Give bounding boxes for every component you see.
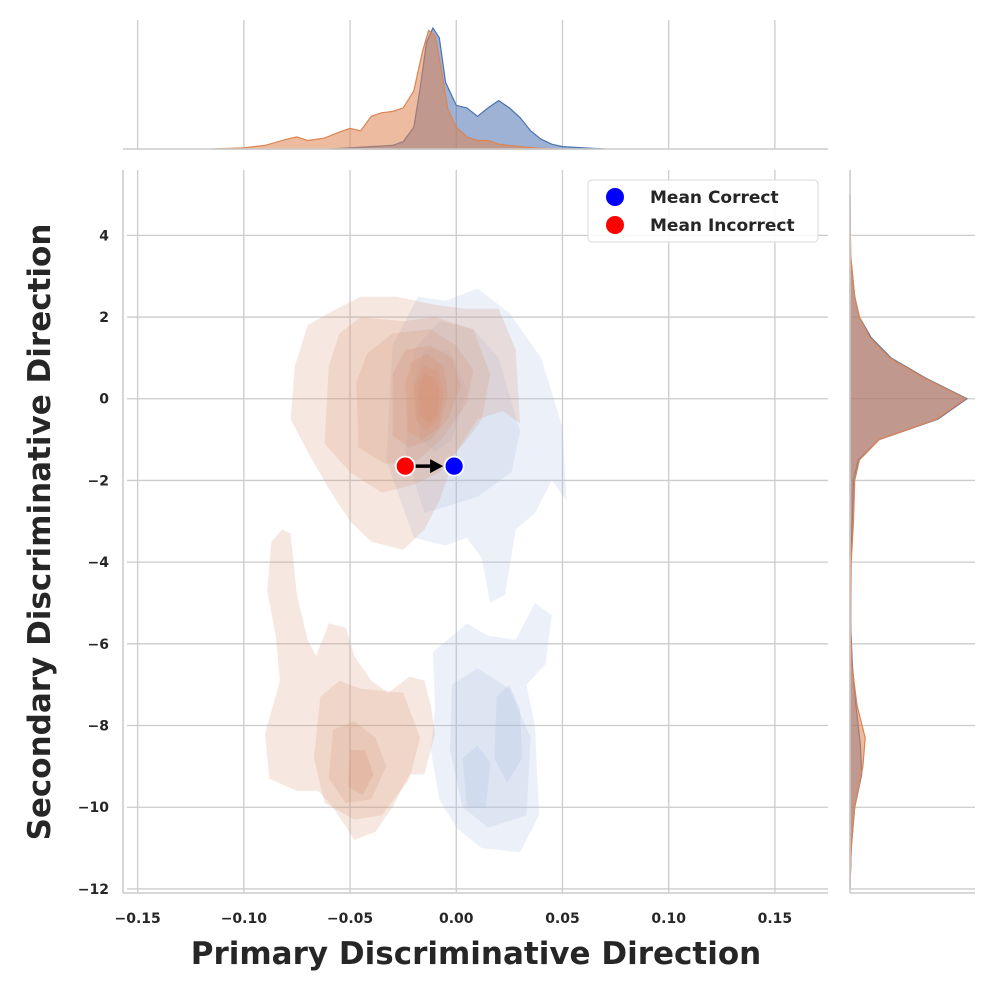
y-tick-label: −2 — [88, 473, 109, 489]
y-tick-labels: 4 2 0 −2 −4 −6 −8 −10 −12 — [78, 228, 109, 898]
x-tick-label: −0.15 — [114, 911, 160, 927]
legend-label-correct: Mean Correct — [650, 188, 779, 208]
kde-correct-level-0-region-0 — [386, 288, 567, 603]
legend-box — [587, 179, 819, 243]
kde-incorrect-level-2-region-0 — [356, 329, 474, 465]
kde-incorrect-level-0-region-1 — [265, 529, 435, 840]
right-marginal-kde — [849, 194, 969, 889]
y-tick-label: −4 — [88, 555, 110, 571]
axis-spines — [122, 148, 975, 894]
legend-marker-incorrect — [606, 216, 624, 234]
kde-incorrect-level-0-region-0 — [290, 296, 520, 550]
x-tick-labels: −0.15 −0.10 −0.05 0.00 0.05 0.10 0.15 — [114, 911, 792, 927]
kde-correct-level-1-region-1 — [449, 668, 531, 828]
right-marginal-correct — [849, 194, 969, 889]
mean-incorrect-marker — [394, 455, 416, 477]
legend-label-incorrect: Mean Incorrect — [650, 216, 795, 236]
y-tick-label: 0 — [99, 392, 109, 408]
kde-correct-level-2-region-0 — [413, 349, 467, 452]
top-marginal-incorrect — [211, 29, 563, 150]
mean-correct-marker — [443, 455, 465, 477]
main-grid — [127, 170, 828, 893]
kde-incorrect-level-6-region-0 — [418, 374, 440, 424]
x-tick-label: 0.00 — [439, 911, 474, 927]
kde-correct-level-0-region-1 — [430, 603, 552, 853]
x-tick-label: −0.05 — [327, 911, 373, 927]
legend: Mean Correct Mean Incorrect — [587, 179, 819, 243]
right-marginal-incorrect — [849, 194, 967, 889]
x-tick-label: 0.10 — [651, 911, 686, 927]
kde-correct-level-2-region-1 — [462, 745, 491, 808]
top-marginal-kde — [211, 26, 606, 150]
kde-correct-level-2-region-2 — [494, 684, 523, 783]
kde-incorrect-level-1-region-1 — [313, 680, 421, 820]
mean-shift-arrow-head — [430, 459, 444, 474]
kde-incorrect-level-2-region-1 — [328, 721, 387, 804]
x-tick-label: 0.15 — [758, 911, 793, 927]
x-tick-label: 0.05 — [545, 911, 580, 927]
y-tick-label: −12 — [78, 882, 109, 898]
kde-incorrect-level-5-region-0 — [413, 366, 444, 432]
legend-marker-correct — [606, 188, 624, 206]
y-tick-label: 2 — [99, 310, 109, 326]
y-tick-label: −10 — [78, 800, 109, 816]
mean-markers — [394, 455, 465, 477]
kde-incorrect-level-3-region-1 — [347, 750, 374, 795]
y-axis-label: Secondary Discriminative Direction — [22, 224, 58, 841]
y-tick-label: −8 — [88, 719, 109, 735]
y-tick-label: 4 — [99, 228, 109, 244]
kde-incorrect-contours — [265, 296, 520, 840]
kde-incorrect-level-1-region-0 — [324, 317, 491, 493]
x-axis-label: Primary Discriminative Direction — [191, 936, 762, 972]
x-tick-label: −0.10 — [221, 911, 268, 927]
y-tick-label: −6 — [88, 637, 109, 653]
kde-incorrect-level-4-region-0 — [405, 353, 448, 440]
kde-incorrect-level-3-region-0 — [392, 345, 461, 448]
right-marginal-grid — [850, 234, 975, 890]
top-marginal-grid — [136, 20, 776, 149]
